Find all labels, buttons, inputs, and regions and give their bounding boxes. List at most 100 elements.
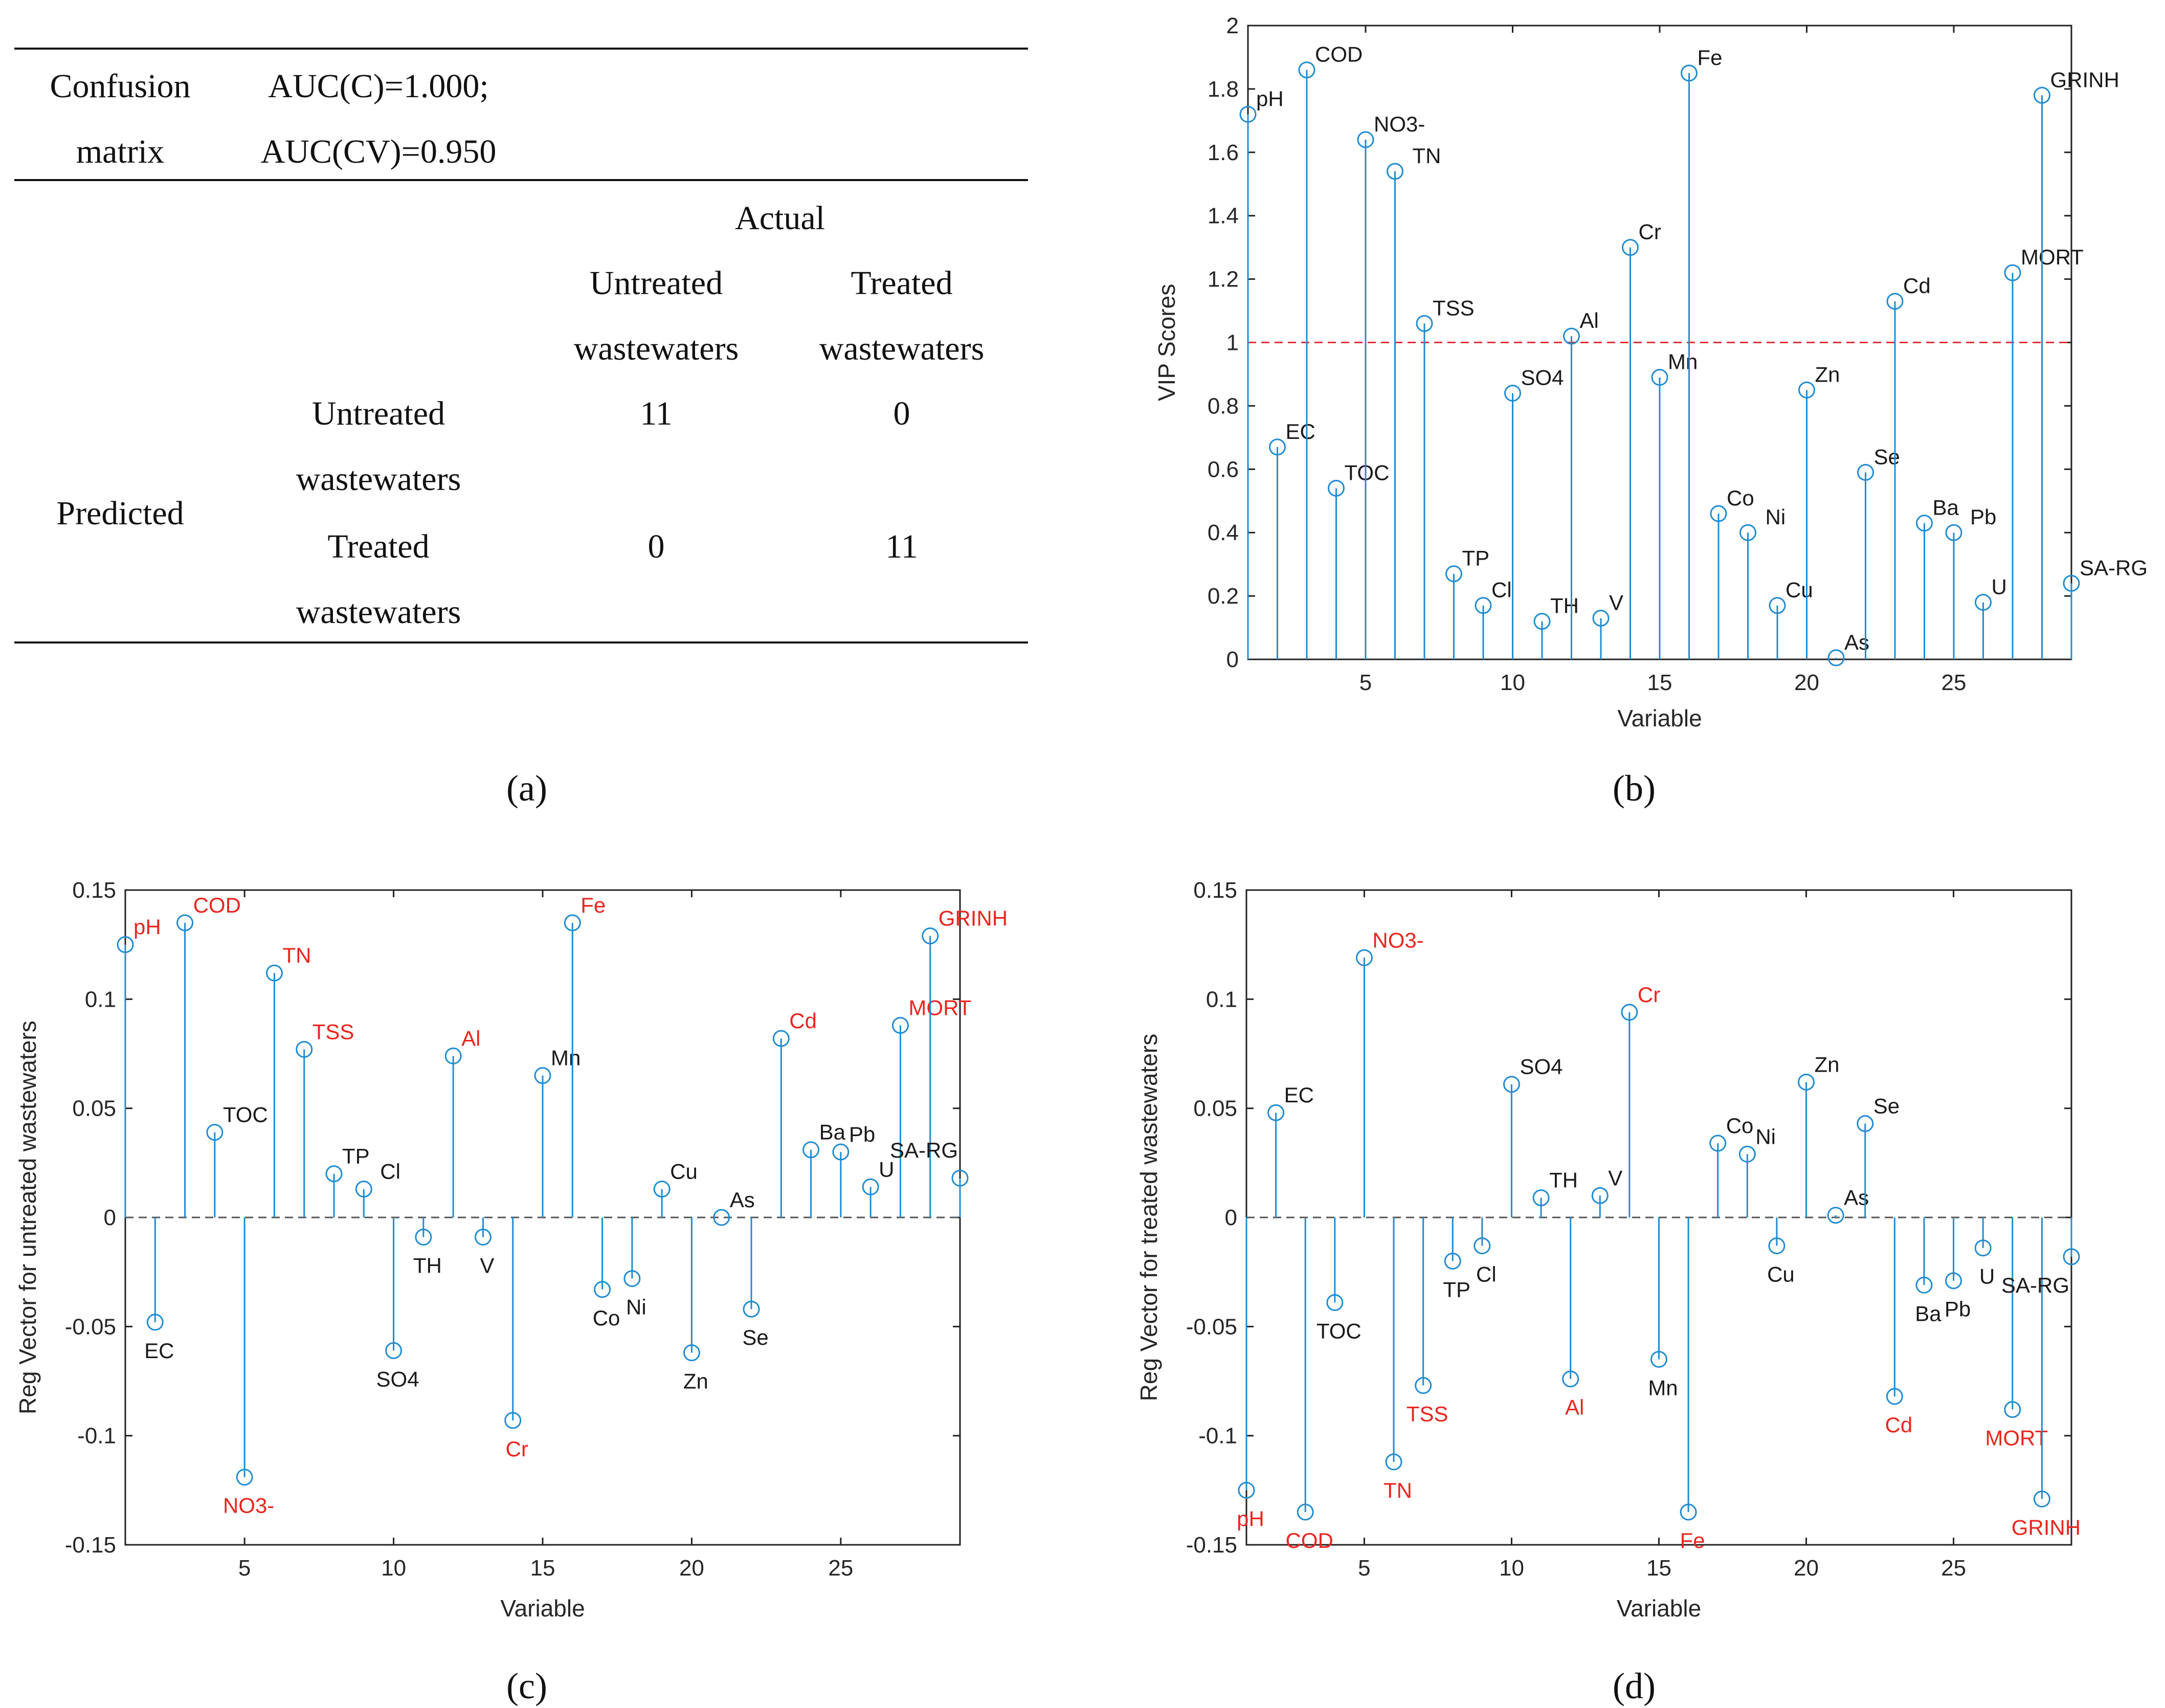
cell-untreated-untreated: 11 — [640, 395, 673, 432]
point-label: Pb — [849, 1122, 875, 1146]
point-label: U — [1979, 1265, 1995, 1289]
y-tick-label: 0.1 — [1206, 987, 1237, 1012]
cell-treated-treated: 11 — [885, 528, 918, 565]
stem-marker — [862, 1178, 879, 1195]
y-tick-label: 1.8 — [1208, 77, 1239, 102]
point-label: Cl — [380, 1160, 400, 1184]
stem-marker — [683, 1344, 700, 1362]
stem-marker — [1857, 1115, 1874, 1133]
stem-marker — [1651, 369, 1668, 386]
cell-untreated-treated: 0 — [894, 395, 910, 432]
stem-marker — [564, 914, 581, 931]
point-label: EC — [1286, 419, 1315, 443]
text-line: AUC(CV)=0.950 — [261, 133, 497, 170]
stem-marker — [2034, 86, 2050, 104]
x-tick-label: 25 — [1941, 1556, 1966, 1581]
stem-marker — [296, 1040, 313, 1058]
actual-label: Actual — [735, 199, 825, 237]
y-tick-label: -0.15 — [65, 1533, 116, 1558]
stem-marker — [1975, 593, 1992, 611]
point-label: U — [1992, 574, 2007, 598]
point-label: Cl — [1491, 578, 1512, 602]
stem-marker — [1945, 524, 1962, 541]
point-label: pH — [133, 915, 161, 939]
stem-marker — [1562, 1370, 1579, 1388]
x-axis-label: Variable — [1617, 705, 1702, 731]
point-label: Cd — [1903, 274, 1931, 298]
point-label: Ba — [819, 1120, 846, 1144]
point-label: EC — [144, 1339, 174, 1363]
point-label: GRINH — [2050, 68, 2119, 92]
point-label: Zn — [683, 1369, 708, 1393]
x-tick-label: 15 — [1646, 1556, 1671, 1581]
stem-marker — [265, 964, 283, 982]
x-tick-label: 20 — [1794, 1556, 1819, 1581]
x-tick-label: 15 — [530, 1556, 555, 1581]
header-left-label: Confusion matrix — [50, 68, 190, 170]
y-tick-label: -0.1 — [1198, 1424, 1237, 1449]
point-label: Se — [1874, 445, 1900, 469]
stem-marker — [1444, 1252, 1461, 1270]
text-line: Untreated — [590, 264, 723, 302]
stem-marker — [474, 1228, 492, 1246]
point-label: Cl — [1476, 1262, 1497, 1286]
panel-caption: (d) — [1613, 1666, 1656, 1706]
point-label: NO3- — [1374, 112, 1425, 136]
point-label: SA-RG — [2001, 1273, 2069, 1297]
x-tick-label: 15 — [1647, 670, 1672, 695]
point-label: Fe — [1698, 46, 1723, 70]
stem-marker — [1504, 385, 1521, 402]
stem-marker — [1857, 463, 1874, 481]
point-label: TSS — [313, 1019, 354, 1044]
x-tick-label: 20 — [679, 1556, 704, 1581]
point-label: pH — [1237, 1506, 1264, 1530]
stem-marker — [1945, 1272, 1962, 1290]
stem-marker — [1798, 1073, 1815, 1091]
point-label: Cr — [1638, 983, 1660, 1007]
point-label: Cd — [789, 1009, 817, 1033]
stem-marker — [1915, 1276, 1933, 1294]
stem-marker — [891, 1017, 909, 1034]
x-tick-label: 10 — [1499, 1556, 1524, 1581]
stem-marker — [1445, 565, 1462, 583]
column-header-untreated: Untreated wastewaters — [574, 264, 739, 367]
chart-reg-vector-treated: -0.15 -0.1 -0.05 0 0.05 0.1 0.15 5 10 15 20 25 Varia… — [1135, 878, 2081, 1706]
text-line: wastewaters — [574, 330, 739, 367]
stem-marker — [1622, 239, 1639, 256]
stem-marker — [176, 914, 194, 931]
point-label: MORT — [1985, 1426, 2048, 1450]
stem-marker — [1827, 649, 1845, 667]
point-label: TSS — [1407, 1402, 1448, 1426]
point-label: Pb — [1970, 505, 1996, 529]
point-label: EC — [1284, 1083, 1314, 1107]
stem-marker — [1357, 131, 1374, 148]
stem-marker — [1739, 524, 1756, 541]
y-tick-label: 0.15 — [72, 878, 116, 903]
stem-marker — [1238, 1481, 1255, 1499]
x-tick-label: 5 — [1358, 1556, 1370, 1581]
stem-marker — [1769, 597, 1786, 614]
point-label: pH — [1256, 86, 1284, 110]
stem-marker — [1239, 105, 1257, 123]
point-label: U — [879, 1157, 894, 1181]
point-label: COD — [1286, 1528, 1333, 1552]
point-label: Co — [593, 1306, 620, 1330]
point-label: As — [730, 1188, 755, 1212]
stem-marker — [1709, 1135, 1727, 1152]
x-tick-label: 5 — [238, 1556, 251, 1581]
y-tick-label: 0 — [104, 1205, 116, 1230]
y-tick-label: -0.05 — [65, 1314, 116, 1339]
column-header-treated: Treated wastewaters — [819, 264, 985, 367]
stem-marker — [236, 1469, 253, 1486]
y-tick-label: 1.4 — [1208, 204, 1239, 229]
x-tick-label: 25 — [828, 1556, 853, 1581]
y-tick-label: -0.15 — [1186, 1533, 1237, 1558]
point-label: GRINH — [939, 906, 1008, 930]
point-label: TH — [1549, 1168, 1578, 1192]
point-label: Cu — [670, 1160, 698, 1184]
point-label: Cr — [506, 1437, 528, 1461]
stem-marker — [1533, 613, 1551, 630]
stem-marker — [1385, 1453, 1402, 1471]
